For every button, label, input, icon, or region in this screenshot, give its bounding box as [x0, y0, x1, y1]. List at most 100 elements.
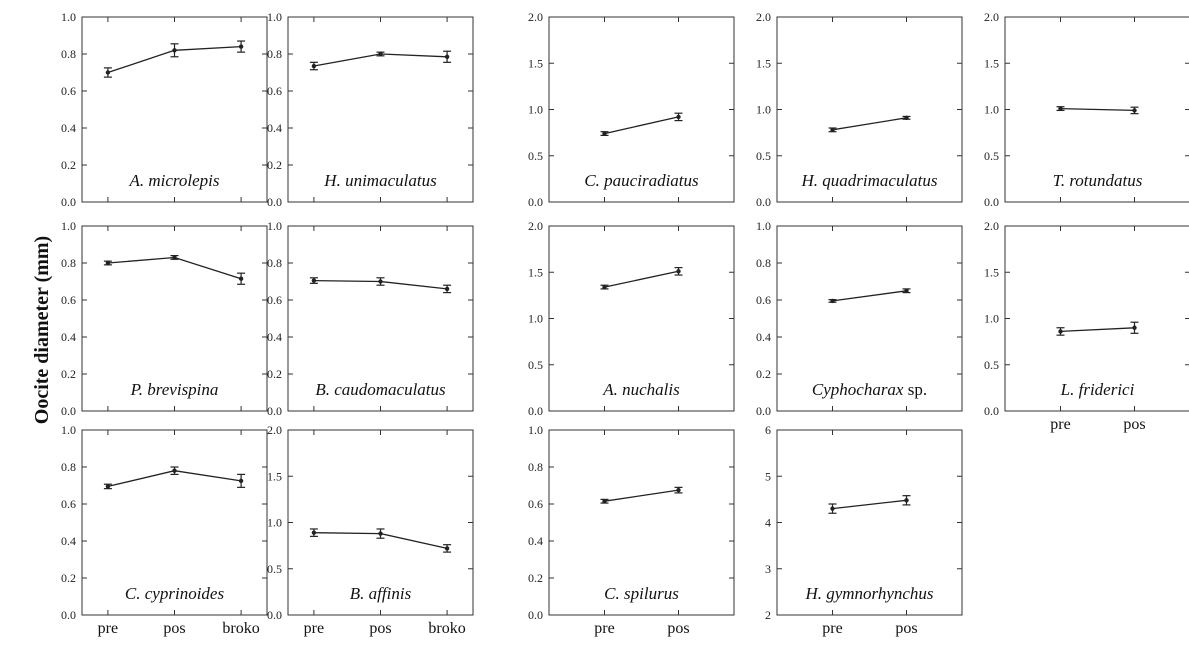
panel-2: 0.0 0.2 0.4 0.6 0.8 1.0 H. unimaculatus [267, 10, 474, 209]
series-line [832, 499, 907, 510]
series-line [1060, 107, 1135, 112]
y-tick-label: 1.5 [984, 56, 999, 70]
species-label: A. microlepis [128, 171, 219, 190]
species-label-italic: C. cyprinoides [125, 584, 225, 603]
x-tick-label: broko [222, 620, 259, 637]
x-tick-label: pre [304, 620, 324, 637]
y-tick-label: 1.5 [528, 265, 543, 279]
y-tick-label: 0.5 [984, 358, 999, 372]
y-tick-label: 1.5 [528, 56, 543, 70]
species-label: H. unimaculatus [323, 171, 437, 190]
y-tick-label: 1.0 [528, 103, 543, 117]
data-point [172, 48, 177, 53]
x-tick-label: pos [163, 620, 185, 637]
y-tick-label: 2.0 [267, 423, 282, 437]
species-label: B. caudomaculatus [315, 380, 446, 399]
y-tick-label: 0.6 [267, 293, 282, 307]
data-point [311, 63, 317, 69]
y-tick-label: 2.0 [528, 219, 543, 233]
species-label: T. rotundatus [1053, 171, 1143, 190]
y-tick-label: 0.6 [61, 293, 76, 307]
species-label: C. cyprinoides [125, 584, 225, 603]
panel-13: 0.0 0.2 0.4 0.6 0.8 1.0 pre pos C. spilurus [528, 423, 735, 637]
y-tick-label: 0.0 [984, 404, 999, 418]
panel-4: 0.0 0.5 1.0 1.5 2.0 H. quadrimaculatus [756, 10, 963, 209]
y-tick-label: 0.0 [61, 195, 76, 209]
data-point [602, 284, 607, 290]
y-tick-label: 0.2 [61, 158, 76, 172]
y-tick-label: 0.4 [267, 330, 282, 344]
panel-7: 0.0 0.2 0.4 0.6 0.8 1.0 B. caudomaculatus [267, 219, 474, 418]
y-tick-label: 0.0 [528, 404, 543, 418]
x-tick-label: broko [428, 620, 465, 637]
data-point [904, 115, 909, 121]
y-tick-label: 0.5 [984, 149, 999, 163]
panel-5: 0.0 0.5 1.0 1.5 2.0 T. rotundatus [984, 10, 1189, 209]
series-line [832, 117, 907, 131]
species-label: Cyphocharax sp. [812, 380, 927, 399]
y-tick-label: 0.8 [267, 47, 282, 61]
y-tick-label: 1.0 [267, 516, 282, 530]
series-line [832, 290, 907, 302]
y-tick-label: 0.6 [267, 84, 282, 98]
y-tick-label: 0.0 [756, 195, 771, 209]
y-tick-label: 1.0 [61, 423, 76, 437]
data-point [904, 288, 909, 293]
y-tick-label: 0.2 [61, 571, 76, 585]
data-point [676, 114, 681, 120]
species-label-italic: B. affinis [350, 584, 412, 603]
panel-1: 0.0 0.2 0.4 0.6 0.8 1.0 A. microlepis [61, 10, 268, 209]
y-tick-label: 0.4 [756, 330, 771, 344]
y-tick-label: 0.0 [528, 195, 543, 209]
data-point [602, 131, 607, 136]
series-line [604, 270, 679, 288]
y-tick-label: 2.0 [984, 219, 999, 233]
panel-12: 0.0 0.5 1.0 1.5 2.0 pre pos broko B. affinis [267, 423, 474, 637]
data-point [378, 51, 383, 57]
species-label-italic: L. friderici [1060, 380, 1135, 399]
y-tick-label: 1.0 [984, 103, 999, 117]
y-tick-label: 0.4 [528, 534, 543, 548]
species-label-italic: A. microlepis [128, 171, 219, 190]
y-tick-label: 0.8 [528, 460, 543, 474]
y-tick-label: 0.5 [528, 149, 543, 163]
species-label: H. gymnorhynchus [804, 584, 933, 603]
y-tick-label: 1.5 [984, 265, 999, 279]
species-label: C. pauciradiatus [584, 171, 699, 190]
panel-10: 0.0 0.5 1.0 1.5 2.0 pre pos L. friderici [984, 219, 1189, 433]
data-point [444, 286, 450, 292]
y-tick-label: 0.0 [528, 608, 543, 622]
data-point [378, 531, 383, 536]
data-point [830, 298, 835, 304]
data-point [1132, 325, 1137, 330]
y-tick-label: 0.4 [61, 330, 76, 344]
data-point [105, 70, 111, 75]
data-point [311, 278, 317, 283]
species-label-italic: H. unimaculatus [323, 171, 437, 190]
species-label-italic: C. spilurus [604, 584, 679, 603]
panel-9: 0.0 0.2 0.4 0.6 0.8 1.0 Cyphocharax sp. [756, 219, 963, 418]
y-tick-label: 0.0 [61, 404, 76, 418]
data-point [172, 255, 177, 260]
data-point [904, 498, 909, 503]
y-tick-label: 0.0 [267, 195, 282, 209]
y-tick-label: 6 [765, 423, 771, 437]
data-point [1058, 329, 1063, 334]
panels: 0.0 0.2 0.4 0.6 0.8 1.0 A. microlepis 0.0 0.2 0.4… [61, 10, 1189, 637]
species-label: B. affinis [350, 584, 412, 603]
panel-frame [548, 429, 735, 616]
data-point [602, 499, 607, 504]
data-point [238, 44, 244, 49]
y-tick-label: 0.2 [528, 571, 543, 585]
data-point [1058, 106, 1063, 111]
x-tick-label: pos [1123, 416, 1145, 433]
y-tick-label: 1.0 [267, 219, 282, 233]
y-tick-label: 0.6 [61, 497, 76, 511]
data-point [830, 506, 835, 511]
panel-8: 0.0 0.5 1.0 1.5 2.0 A. nuchalis [528, 219, 735, 418]
panel-3: 0.0 0.5 1.0 1.5 2.0 C. pauciradiatus [528, 10, 735, 209]
x-tick-label: pre [822, 620, 842, 637]
species-label-italic: H. gymnorhynchus [804, 584, 933, 603]
y-tick-label: 0.4 [61, 121, 76, 135]
